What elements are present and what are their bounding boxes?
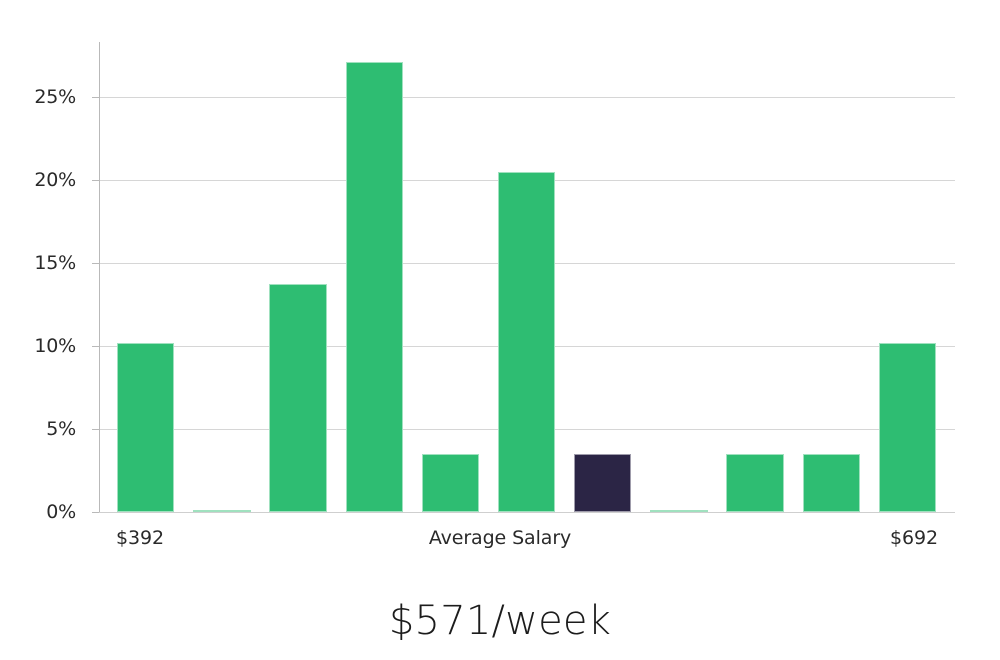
bar — [421, 453, 480, 512]
y-axis-tick-label: 20% — [34, 168, 76, 191]
y-axis-spine — [99, 42, 100, 512]
y-axis-labels: 0% 5% 10% 15% 20% 25% — [0, 0, 88, 660]
bar — [497, 171, 556, 512]
y-axis-tick-label: 25% — [34, 85, 76, 108]
y-tick-mark-25% — [92, 96, 99, 98]
bar — [193, 510, 251, 512]
x-axis-label-center: Average Salary — [428, 527, 572, 549]
bar — [650, 510, 708, 512]
y-tick-mark-15% — [92, 262, 99, 264]
bar — [345, 61, 403, 512]
chart-caption: $571/week — [388, 598, 612, 644]
bar — [802, 453, 860, 512]
bar-highlighted — [574, 453, 632, 512]
y-axis-tick-label: 10% — [34, 334, 76, 357]
bar — [269, 284, 327, 512]
bar — [116, 342, 175, 512]
y-tick-mark-0% — [92, 512, 99, 513]
bar — [878, 342, 937, 512]
bar — [726, 453, 784, 512]
x-axis-label-left: $392 — [116, 527, 164, 549]
gridline-25% — [99, 96, 955, 98]
y-tick-mark-5% — [92, 428, 99, 430]
gridline-0% — [93, 512, 955, 513]
y-tick-mark-20% — [92, 179, 99, 181]
y-tick-mark-10% — [92, 345, 99, 347]
x-axis-label-right: $692 — [890, 527, 938, 549]
plot-area — [93, 42, 955, 513]
y-axis-tick-label: 15% — [34, 251, 76, 274]
y-axis-tick-label: 0% — [46, 501, 76, 523]
y-axis-tick-label: 5% — [46, 417, 76, 440]
